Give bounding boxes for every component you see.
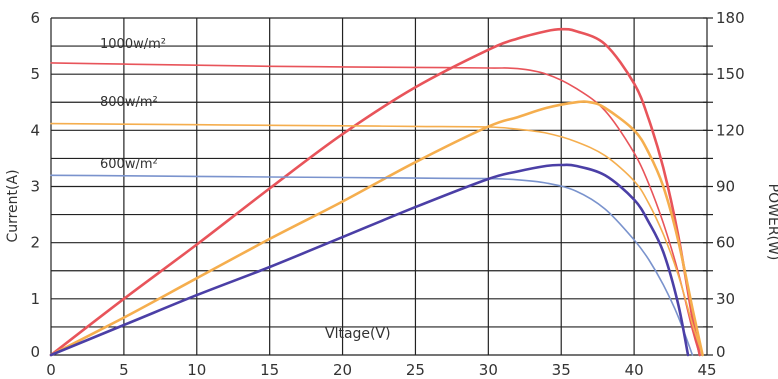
irradiance-label: 800w/m² xyxy=(100,95,158,110)
grid xyxy=(50,17,713,356)
tick-labels: 0 5 10 15 20 25 30 35 40 450123456030609012015018… xyxy=(30,9,744,379)
x-tick-label: 15 xyxy=(260,361,279,379)
x-tick-label: 30 xyxy=(479,361,498,379)
y-right-tick-label: 180 xyxy=(716,9,745,27)
x-axis-label: Vltage(V) xyxy=(325,326,391,342)
y-left-tick-label: 4 xyxy=(30,121,40,139)
y-right-tick-label: 90 xyxy=(716,178,735,196)
x-tick-label: 40 xyxy=(625,361,644,379)
x-tick-label: 35 xyxy=(552,361,571,379)
irradiance-label: 1000w/m² xyxy=(100,37,166,52)
y-right-tick-label: 0 xyxy=(716,343,726,361)
y-axis-left-label: Current(A) xyxy=(5,169,21,242)
irradiance-label: 600w/m² xyxy=(100,157,158,172)
y-right-tick-label: 120 xyxy=(716,121,745,139)
y-left-tick-label: 6 xyxy=(30,9,40,27)
y-right-tick-label: 150 xyxy=(716,65,745,83)
x-tick-label: 25 xyxy=(406,361,425,379)
series-line-current-1000 xyxy=(50,62,701,356)
series-line-current-800 xyxy=(50,122,704,356)
series-line-power-1000 xyxy=(49,27,701,357)
x-tick-label: 45 xyxy=(697,361,716,379)
y-left-tick-label: 1 xyxy=(30,290,40,308)
y-right-tick-label: 30 xyxy=(716,290,735,308)
x-tick-label: 0 xyxy=(46,361,56,379)
x-tick-label: 20 xyxy=(333,361,352,379)
y-left-tick-label: 2 xyxy=(30,234,40,252)
x-tick-label: 10 xyxy=(187,361,206,379)
y-axis-right-label: POWER(W) xyxy=(765,184,778,261)
series-line-power-800 xyxy=(49,100,704,357)
y-left-tick-label: 3 xyxy=(30,178,40,196)
y-left-tick-label: 5 xyxy=(30,65,40,83)
series-line-power-600 xyxy=(49,163,690,357)
y-left-tick-label: 0 xyxy=(30,343,40,361)
y-right-tick-label: 60 xyxy=(716,234,735,252)
series-line-current-600 xyxy=(50,174,694,356)
series-lines xyxy=(49,27,704,357)
curve-labels: 1000w/m² 800w/m² 600w/m² xyxy=(100,37,166,172)
x-tick-label: 5 xyxy=(119,361,129,379)
